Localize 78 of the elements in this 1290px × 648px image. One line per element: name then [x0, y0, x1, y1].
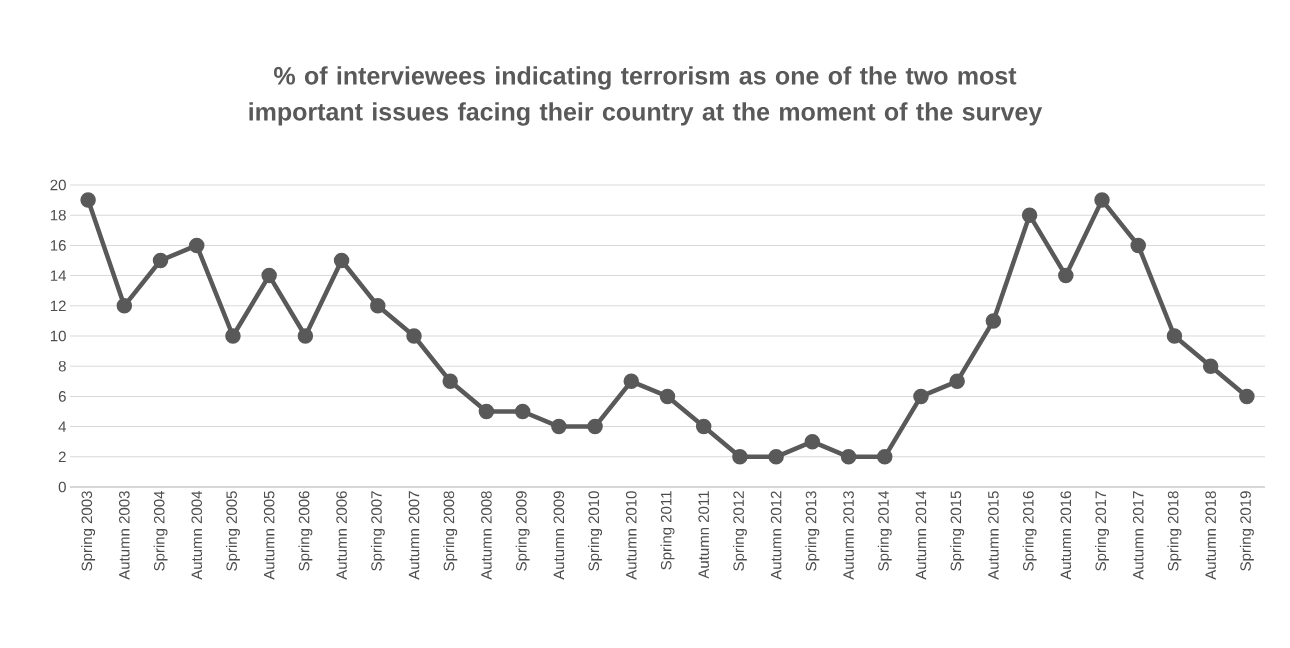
point [985, 313, 1002, 329]
x-tick-label: Autumn 2015 [988, 491, 999, 580]
x-tick-label: Autumn 2003 [119, 491, 130, 580]
x-tick-label: Spring 2019 [1239, 491, 1254, 571]
point [370, 298, 386, 314]
point [587, 418, 603, 435]
x-tick-label: Spring 2017 [1095, 491, 1109, 571]
x-tick-label: Autumn 2011 [698, 491, 709, 579]
x-tick-label: Autumn 2010 [625, 491, 637, 580]
point [695, 418, 712, 435]
point [152, 252, 169, 269]
y-tick-label: 10 [50, 330, 66, 342]
point [1166, 328, 1183, 344]
y-tick-label: 0 [58, 481, 66, 493]
x-tick-label: Autumn 2014 [915, 490, 927, 580]
x-tick-label: Spring 2004 [153, 491, 168, 571]
x-tick-label: Spring 2016 [1022, 491, 1037, 571]
point [297, 328, 314, 344]
x-tick-label: Autumn 2006 [336, 491, 347, 580]
x-tick-label: Autumn 2016 [1060, 491, 1072, 580]
point [406, 328, 422, 344]
x-tick-label: Spring 2008 [443, 491, 458, 571]
x-tick-label: Spring 2015 [950, 491, 965, 571]
x-tick-label: Autumn 2017 [1132, 491, 1144, 580]
y-tick-label: 14 [50, 270, 67, 281]
point [1058, 267, 1074, 284]
y-tick-label: 12 [50, 300, 66, 312]
point [1239, 388, 1255, 405]
point [877, 449, 893, 465]
point [840, 449, 857, 465]
x-tick-label: Spring 2012 [732, 491, 747, 571]
x-tick-label: Spring 2014 [877, 491, 892, 571]
point [913, 388, 929, 405]
x-tick-label: Autumn 2012 [770, 491, 782, 580]
x-tick-label: Spring 2003 [81, 491, 96, 571]
point [333, 252, 350, 269]
x-tick-label: Spring 2010 [588, 491, 603, 571]
point [225, 328, 241, 344]
point [80, 192, 96, 208]
point [804, 433, 821, 450]
y-tick-label: 2 [58, 451, 66, 463]
y-tick-label: 20 [50, 179, 66, 191]
x-tick-label: Autumn 2013 [843, 491, 854, 580]
x-tick-label: Spring 2013 [805, 491, 820, 571]
point [732, 449, 748, 465]
x-tick-label: Autumn 2018 [1205, 491, 1216, 580]
chart-title: % of interviewees indicating terrorism as one of the two most important issues facing their country at the moment of the survey [249, 66, 1043, 126]
x-tick-label: Autumn 2008 [481, 491, 492, 580]
x-tick-label: Spring 2018 [1167, 491, 1182, 571]
y-tick-label: 6 [58, 391, 66, 402]
x-tick-label: Spring 2009 [515, 491, 530, 571]
point [1130, 237, 1146, 254]
x-tick-label: Autumn 2009 [553, 491, 565, 580]
point [261, 267, 277, 284]
y-tick-label: 4 [58, 421, 67, 432]
x-tick-label: Autumn 2005 [263, 491, 275, 580]
x-tick-label: Spring 2011 [660, 491, 675, 570]
y-tick-label: 18 [50, 209, 66, 221]
point [659, 388, 676, 405]
x-tick-label: Spring 2005 [225, 491, 240, 571]
point [551, 418, 567, 435]
point [442, 373, 458, 390]
point [514, 403, 531, 420]
x-tick-label: Autumn 2004 [191, 490, 203, 580]
x-tick-label: Spring 2006 [298, 491, 313, 571]
x-tick-label: Spring 2007 [370, 491, 385, 571]
point [1021, 207, 1038, 223]
point [1202, 358, 1219, 374]
point [1094, 192, 1110, 208]
x-tick-label: Autumn 2007 [408, 491, 420, 580]
y-tick-label: 16 [50, 240, 66, 251]
point [768, 449, 784, 465]
point [949, 373, 965, 390]
point [188, 237, 205, 254]
point [116, 298, 133, 314]
point [623, 373, 640, 390]
y-tick-label: 8 [58, 360, 66, 372]
point [478, 403, 495, 420]
